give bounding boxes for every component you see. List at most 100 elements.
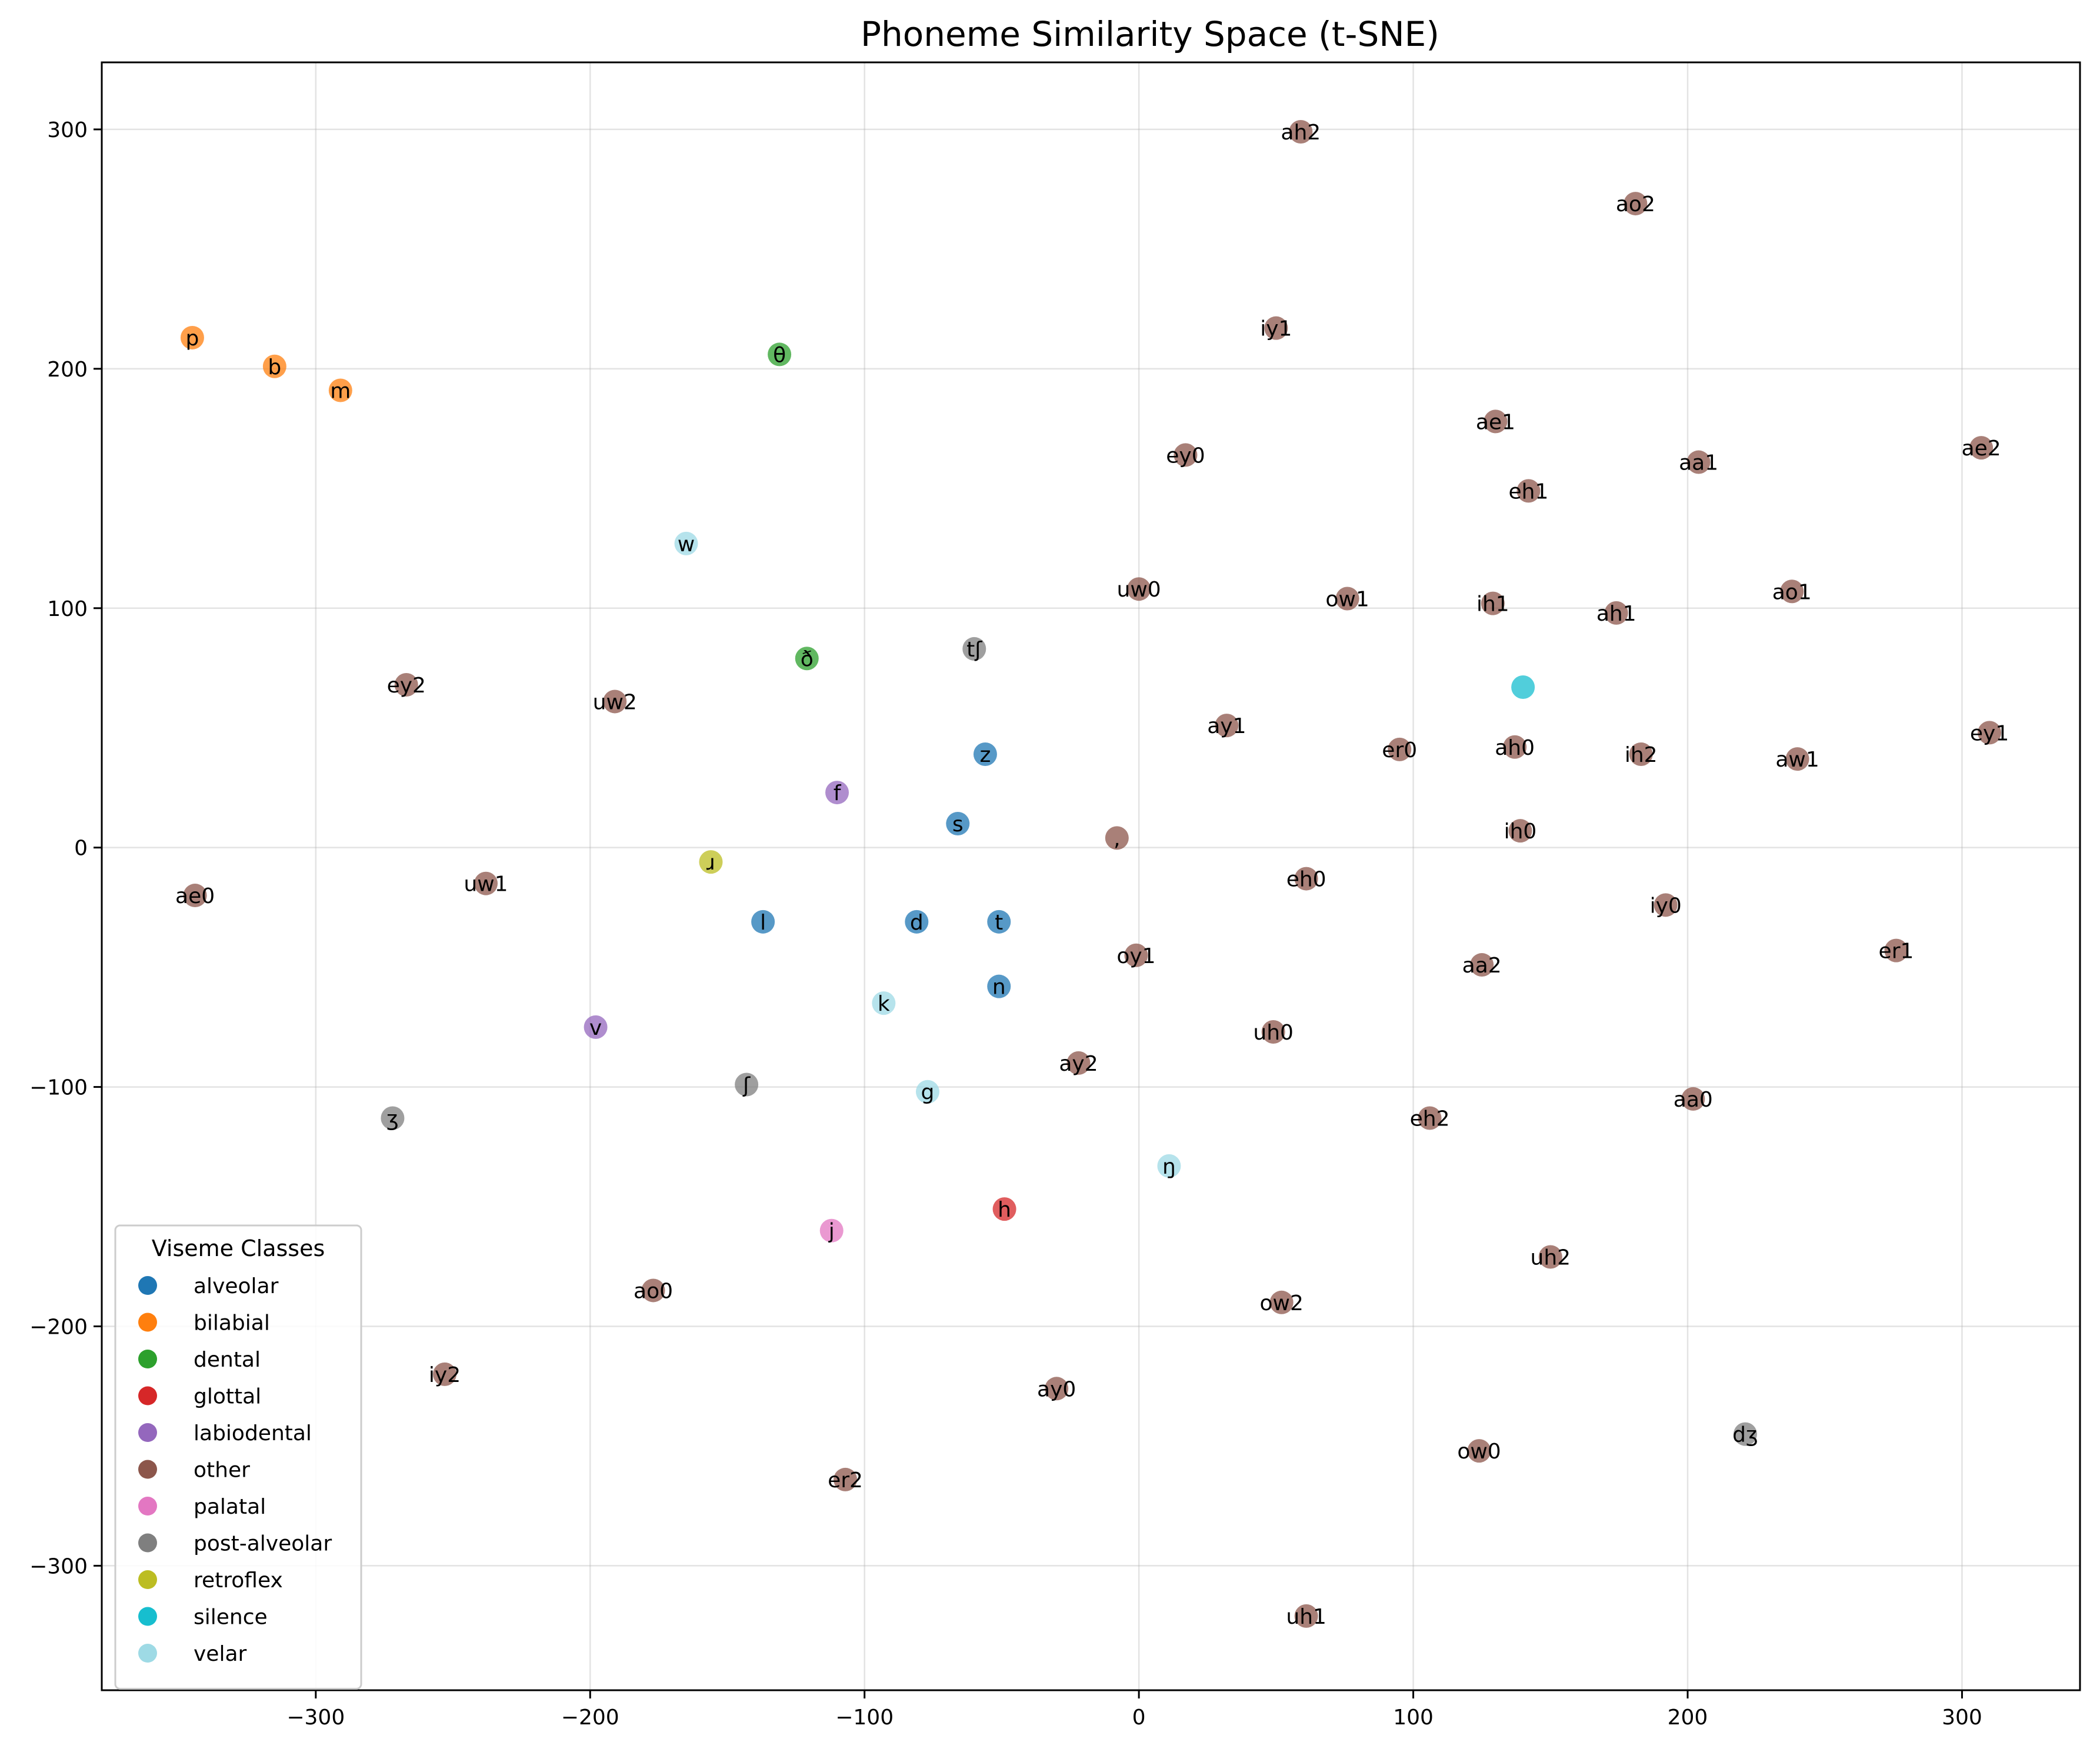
x-tick-label: −300 xyxy=(286,1706,345,1730)
point-label: b xyxy=(268,355,281,379)
phoneme-point-iy0: iy0 xyxy=(1650,893,1682,918)
point-label: uh2 xyxy=(1531,1245,1571,1270)
point-marker xyxy=(1388,737,1412,761)
legend-swatch xyxy=(138,1460,157,1479)
x-tick-label: 300 xyxy=(1942,1706,1982,1730)
point-marker xyxy=(1105,826,1129,850)
y-tick-label: 0 xyxy=(74,837,88,861)
point-label: er0 xyxy=(1382,738,1417,762)
point-label: ʒ xyxy=(386,1107,399,1131)
legend-label: other xyxy=(194,1458,250,1483)
x-tick-label: 0 xyxy=(1132,1706,1146,1730)
legend-swatch xyxy=(138,1570,157,1589)
phoneme-point-eh0: eh0 xyxy=(1286,867,1326,892)
point-marker xyxy=(1215,714,1239,738)
point-marker xyxy=(183,884,207,908)
phoneme-point-eh1: eh1 xyxy=(1509,479,1548,504)
phoneme-point-aa0: aa0 xyxy=(1674,1087,1713,1112)
phoneme-point-g: g xyxy=(915,1080,939,1105)
point-label: h xyxy=(998,1198,1011,1222)
phoneme-point-uh2: uh2 xyxy=(1531,1245,1571,1270)
y-tick-label: −300 xyxy=(29,1554,88,1578)
phoneme-point-er0: er0 xyxy=(1382,737,1417,762)
point-label: ow0 xyxy=(1457,1440,1501,1464)
phoneme-point-ey1: ey1 xyxy=(1970,721,2009,745)
phoneme-point-ey2: ey2 xyxy=(387,672,426,698)
phoneme-point-aw1: aw1 xyxy=(1775,747,1819,772)
x-tick-label: −200 xyxy=(561,1706,619,1730)
phoneme-point-ow0: ow0 xyxy=(1457,1439,1501,1464)
phoneme-point-d: d xyxy=(905,910,929,935)
x-tick-label: 200 xyxy=(1668,1706,1708,1730)
point-marker xyxy=(1481,591,1505,615)
point-label: ih2 xyxy=(1625,743,1658,767)
point-marker xyxy=(1467,1439,1491,1463)
phoneme-point-m: m xyxy=(328,378,352,403)
legend-entry-glottal: glottal xyxy=(138,1385,261,1409)
point-marker xyxy=(1269,1290,1294,1314)
x-tick-label: 100 xyxy=(1393,1706,1434,1730)
phoneme-point-ih2: ih2 xyxy=(1625,742,1658,767)
point-label: ae1 xyxy=(1476,410,1515,434)
point-marker xyxy=(751,910,775,934)
phoneme-point-t: t xyxy=(987,910,1011,935)
point-marker xyxy=(1289,120,1313,144)
phoneme-point-ae0: ae0 xyxy=(175,884,215,908)
point-label: eh0 xyxy=(1286,868,1326,892)
y-tick-label: −100 xyxy=(29,1076,88,1100)
chart-title: Phoneme Similarity Space (t-SNE) xyxy=(861,14,1439,54)
phoneme-point-aa1: aa1 xyxy=(1679,450,1718,475)
point-label: j xyxy=(828,1220,835,1244)
point-label: uw0 xyxy=(1117,578,1161,602)
legend-swatch xyxy=(138,1423,157,1442)
legend-swatch xyxy=(138,1607,157,1626)
phoneme-point-uw0: uw0 xyxy=(1117,577,1161,602)
phoneme-point-,: , xyxy=(1105,826,1129,851)
phoneme-point-ey0: ey0 xyxy=(1166,443,1205,468)
point-marker xyxy=(433,1362,457,1386)
point-marker xyxy=(1484,409,1508,434)
point-label: ey1 xyxy=(1970,721,2009,745)
phoneme-point-ao0: ao0 xyxy=(634,1278,673,1303)
legend-label: labiodental xyxy=(194,1421,312,1445)
legend-entry-retroflex: retroflex xyxy=(138,1568,283,1593)
point-label: aa0 xyxy=(1674,1088,1713,1112)
phoneme-point-j: j xyxy=(819,1218,844,1244)
legend-label: bilabial xyxy=(194,1311,270,1335)
point-marker xyxy=(834,1467,858,1491)
legend-entry-labiodental: labiodental xyxy=(138,1421,312,1445)
phoneme-point-er2: er2 xyxy=(828,1467,863,1493)
phoneme-point-h: h xyxy=(992,1197,1016,1222)
point-marker xyxy=(1470,953,1494,977)
point-marker xyxy=(1604,601,1628,625)
phoneme-point-s: s xyxy=(946,811,970,837)
point-marker xyxy=(1335,587,1359,611)
point-marker xyxy=(1733,1422,1757,1446)
point-label: n xyxy=(992,975,1006,1000)
plot-frame xyxy=(101,61,2081,1691)
point-marker xyxy=(1681,1087,1705,1111)
point-marker xyxy=(328,378,352,402)
point-marker xyxy=(1503,735,1527,759)
point-label: uh0 xyxy=(1253,1021,1294,1045)
point-marker xyxy=(1127,577,1151,601)
legend-swatch xyxy=(138,1533,157,1553)
phoneme-point-iy1: iy1 xyxy=(1260,316,1292,341)
point-marker xyxy=(180,325,204,349)
point-label: ao2 xyxy=(1616,192,1655,216)
phoneme-point-ay0: ay0 xyxy=(1037,1377,1076,1401)
point-label: k xyxy=(878,992,890,1016)
point-marker xyxy=(1686,450,1711,474)
legend-swatch xyxy=(138,1276,157,1295)
point-label: f xyxy=(834,781,842,805)
point-label: s xyxy=(952,812,964,837)
data-points: p b m θ ð w k g ŋ tʃ ʃ ʒ dʒ z s l d t n f v ɹ h j, ah2 ao2 iy1 ae1 a… xyxy=(175,120,2009,1629)
point-marker xyxy=(1629,742,1653,766)
legend-entry-post-alveolar: post-alveolar xyxy=(138,1532,332,1556)
point-marker xyxy=(1294,867,1318,891)
point-marker xyxy=(1624,192,1648,216)
point-label: m xyxy=(330,379,351,403)
phoneme-point-ah2: ah2 xyxy=(1281,120,1321,145)
